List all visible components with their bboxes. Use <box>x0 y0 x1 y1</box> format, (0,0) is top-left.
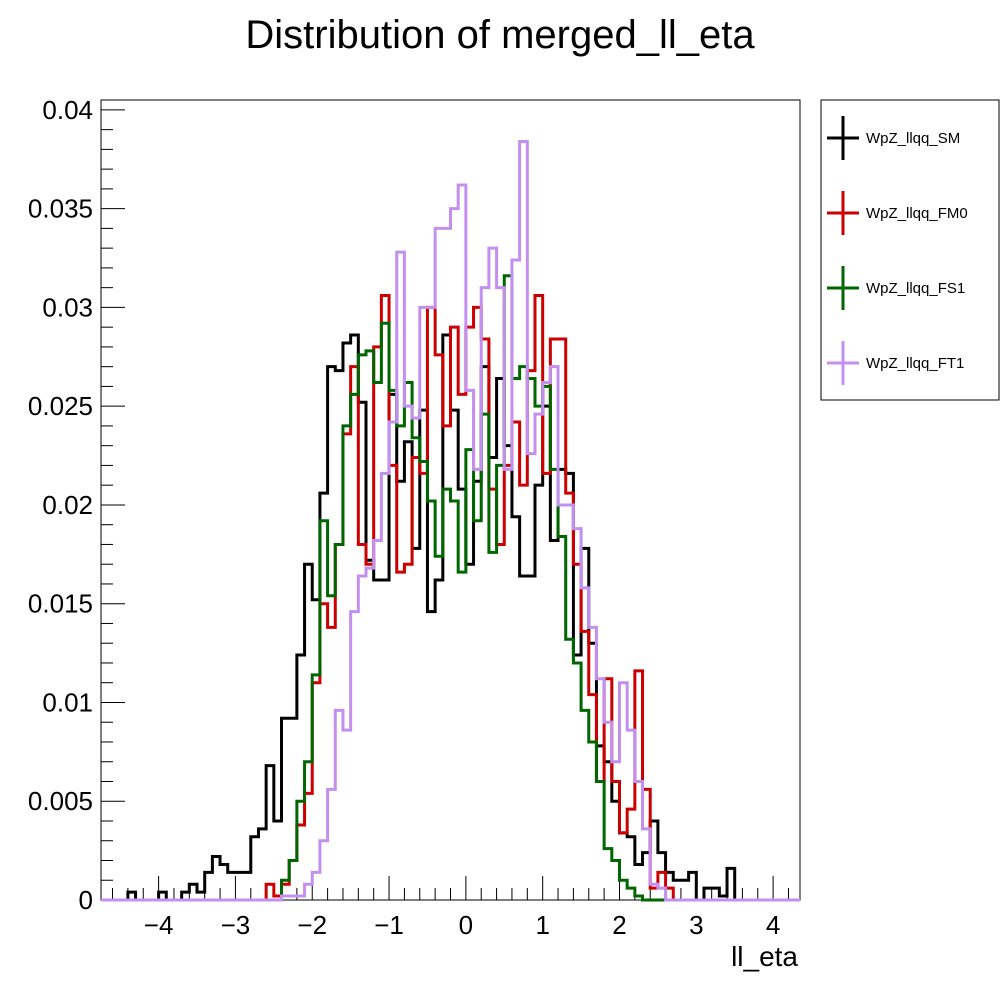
y-tick-label: 0.015 <box>28 589 93 619</box>
series-WpZ_llqq_FS1 <box>101 274 800 902</box>
legend-box <box>820 99 1000 401</box>
histogram-line-WpZ_llqq_SM <box>101 333 800 902</box>
histogram-line-WpZ_llqq_FT1 <box>101 139 800 902</box>
legend-label: WpZ_llqq_FS1 <box>866 280 965 297</box>
legend-entry: WpZ_llqq_FS1 <box>827 266 965 310</box>
x-tick-label: −2 <box>297 910 327 940</box>
legend-label: WpZ_llqq_FT1 <box>866 355 964 372</box>
x-tick-label: 3 <box>689 910 703 940</box>
y-tick-label: 0.04 <box>42 95 93 125</box>
x-tick-label: 4 <box>766 910 780 940</box>
y-tick-label: 0.03 <box>42 292 93 322</box>
series-WpZ_llqq_SM <box>101 333 800 902</box>
y-tick-label: 0.035 <box>28 194 93 224</box>
x-axis-ticks: −4 −3 −2 −1 0 1 2 3 4 <box>112 876 789 940</box>
y-tick-label: 0.005 <box>28 786 93 816</box>
legend-label: WpZ_llqq_SM <box>866 130 960 147</box>
x-tick-label: −3 <box>221 910 251 940</box>
x-tick-label: 2 <box>612 910 626 940</box>
series-WpZ_llqq_FT1 <box>101 139 800 902</box>
y-tick-label: 0.025 <box>28 391 93 421</box>
series-layer <box>101 139 800 902</box>
legend-entry: WpZ_llqq_FM0 <box>827 191 968 235</box>
legend: WpZ_llqq_SM WpZ_llqq_FM0 WpZ_llqq_FS1 WpZ_l… <box>820 99 1000 401</box>
y-tick-label: 0.02 <box>42 490 93 520</box>
legend-label: WpZ_llqq_FM0 <box>866 205 968 222</box>
legend-entry: WpZ_llqq_SM <box>827 116 960 160</box>
x-tick-label: −1 <box>374 910 404 940</box>
histogram-line-WpZ_llqq_FS1 <box>101 274 800 902</box>
x-tick-label: 0 <box>459 910 473 940</box>
x-tick-label: 1 <box>535 910 549 940</box>
legend-entry: WpZ_llqq_FT1 <box>827 341 964 385</box>
chart-title: Distribution of merged_ll_eta <box>245 13 755 57</box>
y-tick-label: 0 <box>79 885 93 915</box>
y-tick-label: 0.01 <box>42 687 93 717</box>
x-axis-label: ll_eta <box>731 941 798 972</box>
x-tick-label: −4 <box>144 910 174 940</box>
y-axis-ticks: 0 0.005 0.01 0.015 0.02 0.025 0.03 0.035 0.04 <box>28 95 125 915</box>
